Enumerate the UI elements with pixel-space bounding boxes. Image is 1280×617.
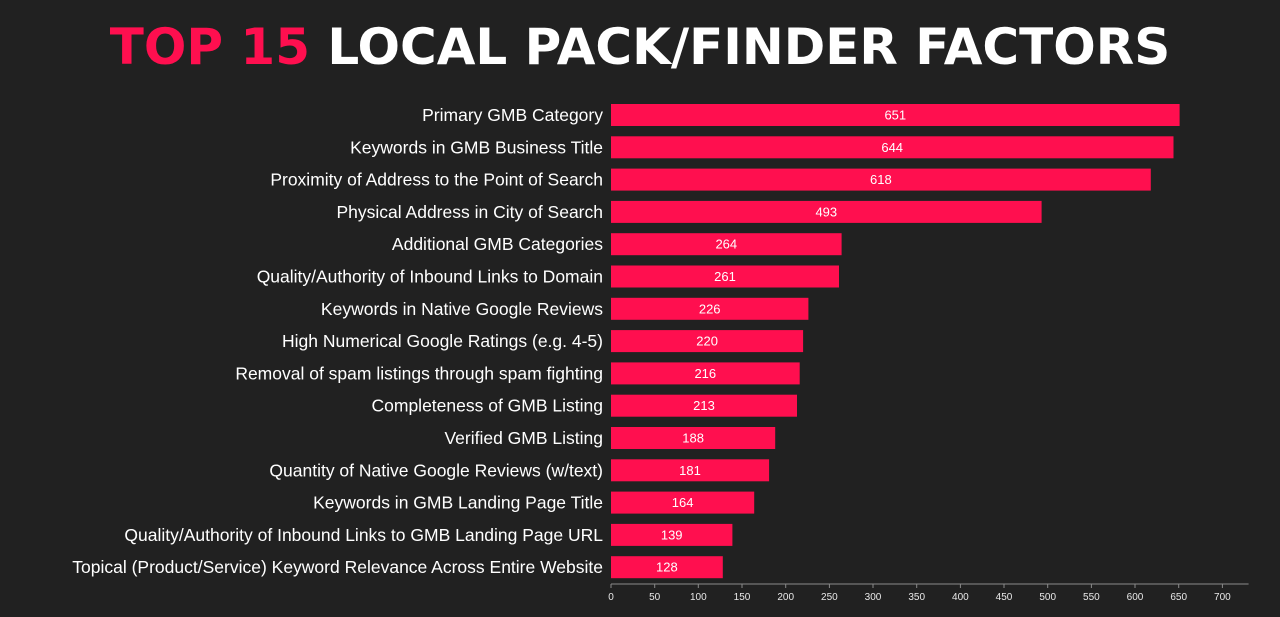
bar bbox=[611, 330, 804, 353]
value-label: 164 bbox=[672, 495, 694, 510]
x-tick-label: 200 bbox=[777, 592, 794, 603]
bar bbox=[611, 168, 1151, 191]
x-tick-label: 350 bbox=[908, 592, 925, 603]
x-tick-label: 150 bbox=[734, 592, 751, 603]
value-label: 216 bbox=[694, 366, 716, 381]
x-axis: 0 50 100 150 200 250 300 350 400 450 500 550 600 650 7… bbox=[608, 583, 1249, 603]
x-tick-label: 100 bbox=[690, 592, 707, 603]
bar bbox=[611, 104, 1180, 126]
value-label: 264 bbox=[715, 237, 737, 252]
category-label: Primary GMB Category bbox=[422, 105, 603, 125]
x-tick-label: 0 bbox=[608, 592, 614, 603]
x-tick-label: 300 bbox=[865, 592, 882, 603]
value-label: 644 bbox=[881, 140, 903, 155]
chart-title-rest: LOCAL PACK/FINDER FACTORS bbox=[327, 18, 1171, 76]
bar bbox=[611, 136, 1174, 159]
x-tick-label: 250 bbox=[821, 592, 838, 603]
bar bbox=[611, 233, 842, 256]
value-label: 188 bbox=[682, 431, 704, 446]
category-label: Completeness of GMB Listing bbox=[372, 396, 604, 416]
category-label: Keywords in GMB Landing Page Title bbox=[313, 493, 603, 513]
bar bbox=[611, 491, 755, 514]
bar bbox=[611, 362, 800, 385]
value-label: 618 bbox=[870, 172, 892, 187]
category-label: Keywords in GMB Business Title bbox=[350, 137, 603, 157]
value-label: 139 bbox=[661, 527, 683, 542]
category-label: Quality/Authority of Inbound Links to GM… bbox=[124, 525, 603, 545]
category-label: Keywords in Native Google Reviews bbox=[321, 299, 603, 319]
bars-group: Primary GMB Category 651 Keywords in GMB B… bbox=[72, 104, 1180, 579]
category-label: Verified GMB Listing bbox=[444, 428, 603, 448]
chart-title-accent: TOP 15 bbox=[109, 18, 310, 76]
value-label: 493 bbox=[815, 204, 837, 219]
category-label: Quality/Authority of Inbound Links to Do… bbox=[257, 267, 603, 287]
bar bbox=[611, 394, 797, 417]
value-label: 128 bbox=[656, 560, 678, 575]
value-label: 213 bbox=[693, 398, 715, 413]
x-tick-label: 600 bbox=[1127, 592, 1144, 603]
x-tick-label: 550 bbox=[1083, 592, 1100, 603]
x-tick-label: 650 bbox=[1170, 592, 1187, 603]
bar bbox=[611, 523, 733, 546]
value-label: 181 bbox=[679, 463, 701, 478]
x-tick-label: 450 bbox=[996, 592, 1013, 603]
category-label: Quantity of Native Google Reviews (w/tex… bbox=[269, 460, 603, 480]
x-tick-label: 700 bbox=[1214, 592, 1231, 603]
x-tick-label: 50 bbox=[649, 592, 661, 603]
category-label: High Numerical Google Ratings (e.g. 4-5) bbox=[282, 331, 603, 351]
category-label: Physical Address in City of Search bbox=[336, 202, 603, 222]
value-label: 261 bbox=[714, 269, 736, 284]
bar bbox=[611, 427, 776, 449]
value-label: 651 bbox=[884, 108, 906, 123]
category-label: Removal of spam listings through spam fi… bbox=[235, 363, 603, 383]
bar bbox=[611, 556, 723, 579]
bar bbox=[611, 265, 839, 288]
x-tick-label: 400 bbox=[952, 592, 969, 603]
category-label: Topical (Product/Service) Keyword Releva… bbox=[72, 557, 603, 577]
x-tick-label: 500 bbox=[1039, 592, 1056, 603]
bar bbox=[611, 459, 770, 482]
bar bbox=[611, 297, 809, 320]
category-label: Proximity of Address to the Point of Sea… bbox=[270, 170, 603, 190]
value-label: 226 bbox=[699, 301, 721, 316]
category-label: Additional GMB Categories bbox=[392, 234, 603, 254]
bar bbox=[611, 200, 1042, 223]
chart-title: TOP 15 LOCAL PACK/FINDER FACTORS bbox=[0, 14, 1280, 80]
value-label: 220 bbox=[696, 334, 718, 349]
